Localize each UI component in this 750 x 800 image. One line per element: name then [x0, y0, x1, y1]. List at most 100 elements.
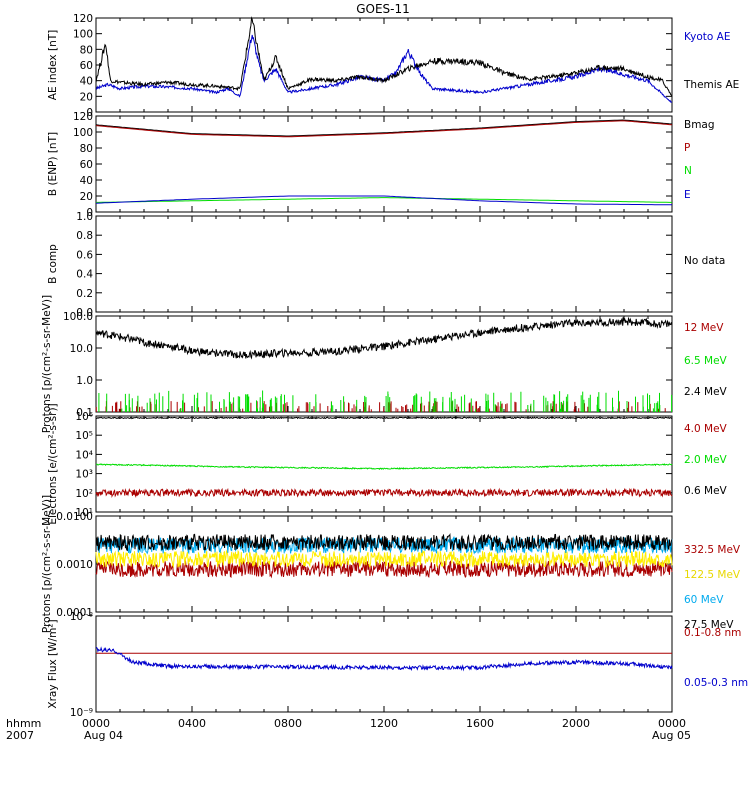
y-tick-label: 1.0 [76, 211, 93, 223]
y-axis-label: B comp [47, 244, 59, 284]
series-2-0-mev [95, 463, 673, 471]
y-axis-label: Protons [p/(cm²-s-sr-MeV)] [41, 495, 53, 633]
series-e [95, 195, 672, 206]
y-tick-label: 120 [73, 111, 93, 123]
y-tick-label: 120 [73, 13, 93, 25]
series-6-5-mev [98, 390, 673, 412]
y-tick-label: 10⁻⁸ [70, 611, 93, 623]
series-27-5-mev [95, 533, 673, 552]
y-tick-label: 100 [73, 127, 93, 139]
legend-label: Kyoto AE [684, 31, 730, 43]
legend-label: 60 MeV [684, 594, 724, 606]
panel-frame [95, 315, 673, 413]
panel-1: 0 20 40 60 80 100 120 AE index [nT] Kyoto AE Them… [47, 13, 739, 119]
time-axis: hhmm 2007 Aug 04 Aug 05 0000 0400 0800 1200… [6, 717, 691, 742]
y-tick-label: 1.0 [76, 375, 93, 387]
y-tick-label: 60 [80, 159, 93, 171]
y-tick-label: 80 [80, 44, 93, 56]
panel-frame [95, 215, 673, 313]
series-0-6-mev [95, 416, 673, 420]
panels-group: 0 20 40 60 80 100 120 AE index [nT] Kyoto AE Them… [41, 13, 748, 719]
y-axis-label: B (ENP) [nT] [47, 132, 59, 196]
y-tick-label: 20 [80, 91, 93, 103]
end-date-label: Aug 05 [652, 729, 691, 742]
panel-2: 0 20 40 60 80 100 120 B (ENP) [nT] Bmag PNE [47, 111, 715, 219]
legend-label: N [684, 165, 692, 177]
y-tick-label: 100 [73, 29, 93, 41]
legend-label: P [684, 142, 690, 154]
y-tick-label: 10¹ [75, 507, 93, 519]
y-tick-label: 10⁴ [75, 449, 93, 461]
series-n [96, 197, 672, 203]
series-bmag [95, 119, 673, 137]
panel-7: 10⁻⁹ 10⁻⁸ Xray Flux [W/m²] 0.1-0.8 nm 0.05-0… [47, 611, 748, 719]
series-12-mev [95, 401, 666, 412]
y-tick-label: 0.0001 [56, 607, 93, 619]
legend-label: 0.1-0.8 nm [684, 627, 741, 639]
panel-frame [95, 615, 673, 713]
series-4-0-mev [95, 487, 673, 498]
y-tick-label: 10³ [75, 469, 93, 481]
series-2-4-mev [95, 316, 673, 360]
no-data-note: No data [684, 255, 725, 267]
y-tick-label: 0.0010 [56, 559, 93, 571]
time-tick-label: 1200 [370, 717, 398, 730]
legend-label: 27.5 MeV [684, 619, 734, 631]
legend-label: Themis AE [683, 79, 739, 91]
time-row-label-hhmm: hhmm [6, 717, 41, 730]
legend-label: 6.5 MeV [684, 355, 728, 367]
legend-label: 2.4 MeV [684, 386, 728, 398]
y-tick-label: 0.1 [76, 407, 93, 419]
time-tick-label: 1600 [466, 717, 494, 730]
time-tick-label: 2000 [562, 717, 590, 730]
y-tick-label: 0.8 [76, 230, 93, 242]
chart-title: GOES-11 [356, 2, 410, 16]
y-tick-label: 60 [80, 60, 93, 72]
y-tick-label: 40 [80, 175, 93, 187]
time-tick-label: 0000 [82, 717, 110, 730]
series-0-05-0-3-nm [95, 646, 673, 672]
y-axis-label: Protons [p/(cm²-s-sr-MeV)] [41, 295, 53, 433]
y-tick-label: 20 [80, 191, 93, 203]
y-axis-label: AE index [nT] [47, 30, 59, 100]
series-kyoto-ae [95, 34, 673, 103]
legend-label: 332.5 MeV [684, 544, 741, 556]
series-themis-ae [95, 16, 673, 97]
legend-label: 12 MeV [684, 322, 724, 334]
y-axis-label: Xray Flux [W/m²] [47, 619, 59, 708]
legend-label: 122.5 MeV [684, 569, 741, 581]
time-tick-label: 0000 [658, 717, 686, 730]
y-tick-label: 40 [80, 76, 93, 88]
y-tick-label: 10⁻⁹ [70, 707, 93, 719]
time-tick-label: 0400 [178, 717, 206, 730]
y-tick-label: 0.0100 [56, 511, 93, 523]
y-tick-label: 10.0 [70, 343, 93, 355]
y-tick-label: 100.0 [63, 311, 93, 323]
series-122-5-mev [95, 549, 673, 569]
legend-label: 4.0 MeV [684, 423, 728, 435]
y-tick-label: 10⁵ [75, 430, 93, 442]
y-tick-label: 0.4 [76, 269, 93, 281]
panel-frame [95, 17, 673, 113]
legend-label: 2.0 MeV [684, 454, 728, 466]
y-tick-label: 0.2 [76, 288, 93, 300]
y-tick-label: 0.6 [76, 249, 93, 261]
y-tick-label: 0 [86, 107, 93, 119]
panel-5: 10¹ 10² 10³ 10⁴ 10⁵ 10⁶ Electrons [e/(cm²-s-sr… [47, 403, 728, 524]
start-date-label: Aug 04 [84, 729, 123, 742]
y-tick-label: 10² [75, 488, 93, 500]
y-tick-label: 80 [80, 143, 93, 155]
panel-frame [95, 415, 673, 513]
panel-3: 0.0 0.2 0.4 0.6 0.8 1.0 B comp No data [47, 211, 725, 319]
series-332-5-mev [95, 559, 673, 579]
y-tick-label: 0 [86, 207, 93, 219]
panel-4: 0.1 1.0 10.0 100.0 Protons [p/(cm²-s-sr-MeV)… [41, 295, 728, 433]
y-tick-label: 0.0 [76, 307, 93, 319]
series-p [95, 120, 673, 138]
time-row-label-year: 2007 [6, 729, 34, 742]
time-tick-label: 0800 [274, 717, 302, 730]
legend-label: 0.05-0.3 nm [684, 677, 748, 689]
legend-label: E [684, 189, 691, 201]
